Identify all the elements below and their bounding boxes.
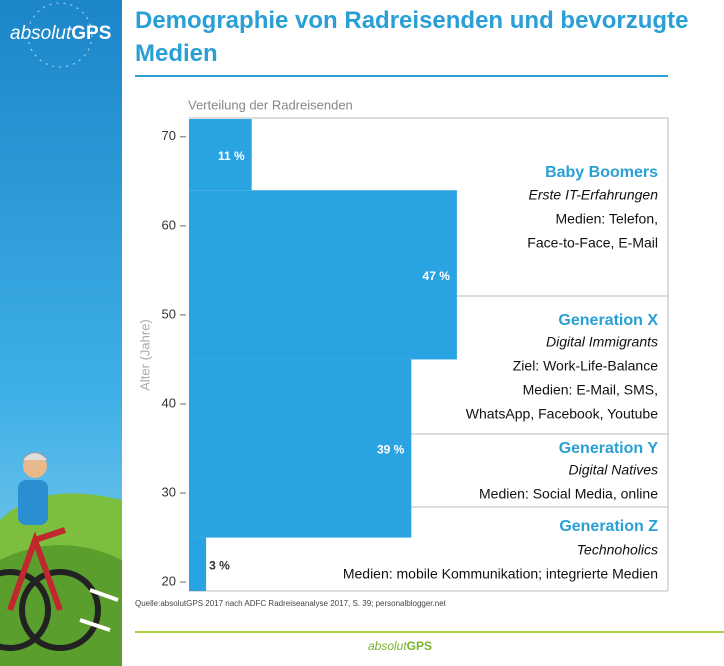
- group-line: Ziel: Work-Life-Balance: [513, 358, 658, 374]
- logo-part: GPS: [71, 23, 111, 44]
- source: Quelle:absolutGPS 2017 nach ADFC Radreis…: [135, 599, 447, 608]
- group-line: WhatsApp, Facebook, Youtube: [466, 406, 658, 422]
- value-label: 39 %: [377, 443, 405, 457]
- group-name: Baby Boomers: [545, 164, 658, 181]
- group-name: Generation Y: [559, 440, 659, 457]
- y-tick-label: 30: [162, 484, 176, 499]
- chart-title: Demographie von Radreisenden und bevorzu…: [135, 7, 688, 67]
- group-name: Generation Z: [559, 518, 658, 535]
- logo: absolutGPS: [10, 23, 111, 44]
- bar: [189, 359, 412, 538]
- group-line: Medien: Telefon,: [556, 211, 658, 227]
- bar: [189, 119, 252, 191]
- y-tick-label: 60: [162, 217, 176, 232]
- footer-part: GPS: [407, 639, 432, 653]
- group-subtitle: Digital Immigrants: [546, 334, 658, 350]
- group-line: Medien: Social Media, online: [479, 486, 658, 502]
- logo-part: absolut: [10, 23, 72, 44]
- bar: [189, 190, 457, 360]
- group-subtitle: Technoholics: [577, 542, 658, 558]
- value-label: 11 %: [218, 149, 245, 163]
- group-subtitle: Erste IT-Erfahrungen: [529, 187, 659, 203]
- bar: [189, 537, 207, 591]
- group-name: Generation X: [558, 312, 658, 329]
- y-tick-label: 70: [162, 128, 176, 143]
- footer: absolutGPS: [368, 639, 432, 653]
- chart-subtitle: Verteilung der Radreisenden: [188, 97, 353, 112]
- group-subtitle: Digital Natives: [569, 462, 658, 478]
- y-axis-label: Alter (Jahre): [137, 319, 152, 391]
- y-tick-label: 20: [162, 574, 176, 589]
- y-tick-label: 40: [162, 395, 176, 410]
- title-line: Demographie von Radreisenden und bevorzu…: [135, 7, 688, 34]
- group-line: Face-to-Face, E-Mail: [527, 235, 658, 251]
- logo-ring: [27, 2, 93, 68]
- value-label: 47 %: [423, 269, 451, 283]
- cyclist-illustration: [0, 452, 122, 666]
- y-tick-label: 50: [162, 306, 176, 321]
- group-line: Medien: E-Mail, SMS,: [523, 382, 658, 398]
- title-line: Medien: [135, 40, 218, 67]
- group-line: Medien: mobile Kommunikation; integriert…: [343, 566, 658, 582]
- footer-part: absolut: [368, 639, 407, 653]
- value-label: 3 %: [209, 558, 230, 572]
